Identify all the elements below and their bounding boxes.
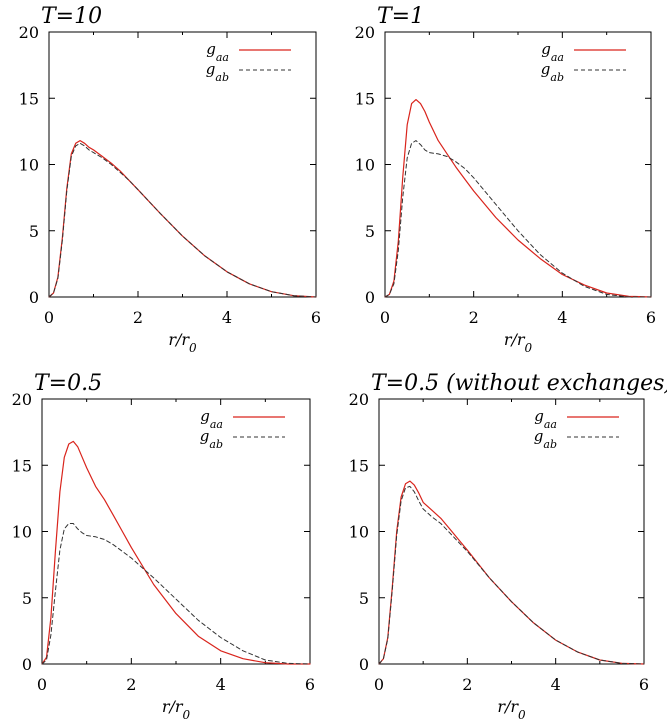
x-tick-label: 6 bbox=[639, 675, 649, 694]
legend-label-main: g bbox=[200, 407, 210, 425]
x-axis-label-sub: 0 bbox=[525, 341, 533, 355]
x-tick-label: 6 bbox=[646, 308, 656, 327]
y-tick-label: 15 bbox=[12, 456, 32, 475]
legend-label-main: g bbox=[541, 40, 551, 58]
x-tick-label: 2 bbox=[462, 675, 472, 694]
x-axis-label-sub: 0 bbox=[518, 708, 526, 722]
x-tick-label: 0 bbox=[44, 308, 54, 327]
legend-label-aa: gaa bbox=[200, 407, 223, 431]
y-tick-label: 10 bbox=[12, 523, 32, 542]
series-line-ab bbox=[384, 140, 652, 298]
legend-label-main: g bbox=[541, 60, 551, 78]
y-tick-label: 15 bbox=[19, 89, 39, 108]
plot-frame bbox=[378, 398, 645, 665]
x-tick-label: 6 bbox=[311, 308, 321, 327]
series-line-ab bbox=[48, 142, 317, 298]
y-tick-label: 5 bbox=[22, 589, 32, 608]
x-tick-label: 0 bbox=[374, 675, 384, 694]
legend-label-sub: aa bbox=[216, 51, 229, 64]
y-tick-label: 0 bbox=[29, 288, 39, 307]
series-line-ab bbox=[378, 485, 645, 665]
legend-label-sub: ab bbox=[550, 71, 564, 84]
legend-label-main: g bbox=[206, 60, 216, 78]
y-tick-label: 5 bbox=[365, 222, 375, 241]
x-tick-label: 6 bbox=[305, 675, 315, 694]
x-tick-label: 2 bbox=[133, 308, 143, 327]
plot-frame bbox=[41, 398, 311, 665]
legend-label-main: g bbox=[534, 427, 544, 445]
series-line-aa bbox=[378, 480, 645, 665]
x-tick-label: 0 bbox=[380, 308, 390, 327]
y-tick-label: 15 bbox=[349, 456, 369, 475]
legend-label-sub: aa bbox=[544, 418, 557, 431]
legend-label-sub: ab bbox=[543, 438, 557, 451]
y-tick-label: 0 bbox=[365, 288, 375, 307]
x-axis-label-main: r/r bbox=[497, 697, 519, 716]
x-axis-label-main: r/r bbox=[168, 330, 190, 349]
legend-label-aa: gaa bbox=[541, 40, 564, 64]
legend-label-ab: gab bbox=[200, 427, 223, 451]
series-line-aa bbox=[48, 140, 317, 298]
series-line-ab bbox=[41, 523, 311, 665]
legend-label-sub: ab bbox=[209, 438, 223, 451]
y-tick-label: 0 bbox=[22, 655, 32, 674]
chart-title: T=1 bbox=[377, 4, 424, 29]
legend-label-ab: gab bbox=[541, 60, 564, 84]
y-tick-label: 20 bbox=[355, 23, 375, 42]
legend-label-main: g bbox=[200, 427, 210, 445]
x-axis-label: r/r0 bbox=[497, 697, 526, 722]
x-axis-label-main: r/r bbox=[504, 330, 526, 349]
legend-label-aa: gaa bbox=[534, 407, 557, 431]
chart-title: T=0.5 (without exchanges) bbox=[371, 371, 667, 396]
x-tick-label: 2 bbox=[469, 308, 479, 327]
legend-label-main: g bbox=[534, 407, 544, 425]
y-tick-label: 5 bbox=[359, 589, 369, 608]
x-axis-label: r/r0 bbox=[504, 330, 533, 355]
x-axis-label: r/r0 bbox=[168, 330, 197, 355]
x-axis-label-sub: 0 bbox=[189, 341, 197, 355]
y-tick-label: 20 bbox=[12, 390, 32, 409]
x-axis-label: r/r0 bbox=[162, 697, 191, 722]
x-tick-label: 4 bbox=[216, 675, 226, 694]
x-tick-label: 4 bbox=[551, 675, 561, 694]
legend-label-sub: ab bbox=[215, 71, 229, 84]
x-axis-label-main: r/r bbox=[162, 697, 184, 716]
chart-panel-4: T=0.5 (without exchanges) 0 5 10 15 20 0 2 4 6 r/r… bbox=[349, 371, 667, 722]
legend-label-ab: gab bbox=[534, 427, 557, 451]
plot-frame bbox=[384, 31, 652, 298]
y-tick-label: 10 bbox=[355, 156, 375, 175]
legend-label-sub: aa bbox=[551, 51, 564, 64]
series-line-aa bbox=[384, 99, 652, 298]
legend-label-main: g bbox=[206, 40, 216, 58]
y-tick-label: 20 bbox=[19, 23, 39, 42]
series-line-aa bbox=[41, 440, 311, 665]
y-tick-label: 15 bbox=[355, 89, 375, 108]
x-tick-label: 2 bbox=[126, 675, 136, 694]
x-tick-label: 4 bbox=[557, 308, 567, 327]
y-tick-label: 5 bbox=[29, 222, 39, 241]
chart-title: T=10 bbox=[41, 4, 102, 29]
y-tick-label: 10 bbox=[19, 156, 39, 175]
y-tick-label: 0 bbox=[359, 655, 369, 674]
legend-label-ab: gab bbox=[206, 60, 229, 84]
y-tick-label: 20 bbox=[349, 390, 369, 409]
y-tick-label: 10 bbox=[349, 523, 369, 542]
x-tick-label: 0 bbox=[37, 675, 47, 694]
legend-label-sub: aa bbox=[210, 418, 223, 431]
plot-frame bbox=[48, 31, 317, 298]
chart-title: T=0.5 bbox=[34, 371, 102, 396]
x-axis-label-sub: 0 bbox=[183, 708, 191, 722]
x-tick-label: 4 bbox=[222, 308, 232, 327]
legend-label-aa: gaa bbox=[206, 40, 229, 64]
